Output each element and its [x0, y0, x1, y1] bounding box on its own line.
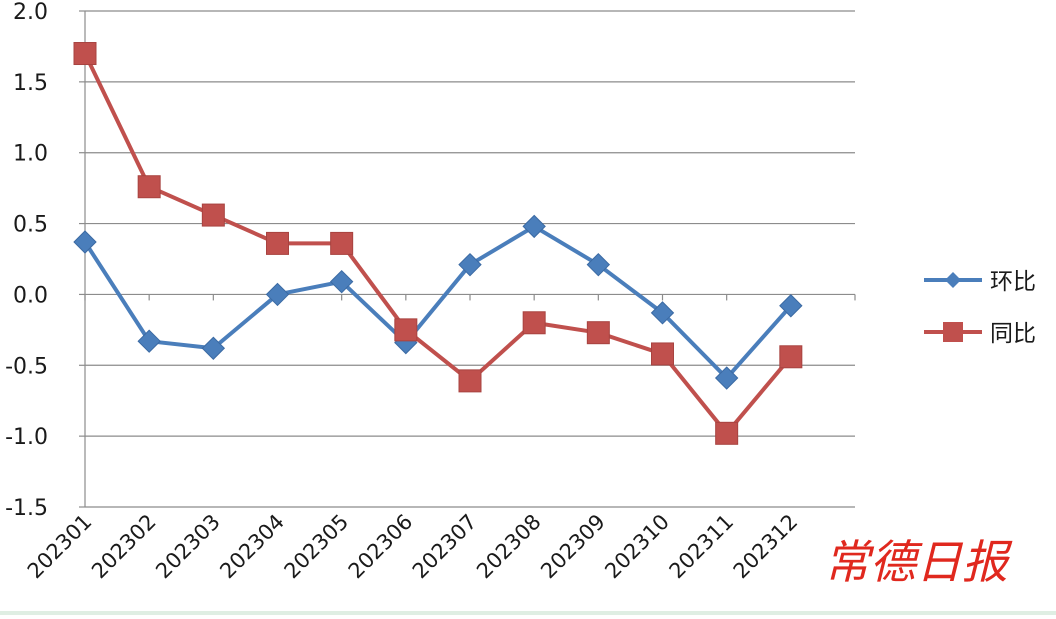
y-tick-label: 0.0 — [13, 283, 48, 308]
legend-marker — [943, 322, 963, 342]
x-tick-label: 202304 — [215, 510, 289, 584]
data-point — [780, 346, 802, 368]
data-point — [138, 176, 160, 198]
series-layer — [74, 43, 802, 445]
y-tick-label: 0.5 — [13, 213, 48, 238]
series-2 — [74, 43, 802, 445]
y-tick-label: -0.5 — [5, 354, 48, 379]
data-point — [716, 422, 738, 444]
y-tick-label: 1.0 — [13, 142, 48, 167]
x-tick-label: 202309 — [536, 510, 610, 584]
legend-marker — [945, 272, 961, 288]
y-tick-label: 2.0 — [13, 0, 48, 25]
legend-label: 环比 — [990, 269, 1036, 295]
legend-item: 同比 — [924, 321, 1036, 347]
x-tick-label: 202312 — [729, 510, 803, 584]
bottom-strip — [0, 611, 1056, 615]
x-tick-label: 202306 — [344, 510, 418, 584]
watermark-logo: 常德日报 — [824, 535, 1013, 589]
data-point — [523, 312, 545, 334]
data-point — [652, 343, 674, 365]
data-point — [587, 322, 609, 344]
y-tick-label: 1.5 — [13, 71, 48, 96]
legend-item: 环比 — [924, 269, 1036, 295]
data-point — [138, 330, 160, 352]
data-point — [74, 231, 96, 253]
x-tick-label: 202307 — [408, 510, 482, 584]
data-point — [523, 215, 545, 237]
series-line — [85, 54, 791, 434]
y-tick-label: -1.5 — [5, 496, 48, 521]
data-point — [74, 43, 96, 65]
data-point — [331, 232, 353, 254]
data-point — [459, 370, 481, 392]
data-point — [395, 319, 417, 341]
y-tick-label: -1.0 — [5, 425, 48, 450]
x-tick-label: 202311 — [665, 510, 739, 584]
legend-label: 同比 — [990, 321, 1036, 347]
x-tick-label: 202302 — [87, 510, 161, 584]
data-point — [202, 204, 224, 226]
x-tick-label: 202310 — [600, 510, 674, 584]
x-tick-label: 202303 — [151, 510, 225, 584]
data-point — [267, 232, 289, 254]
x-tick-labels: 2023012023022023032023042023052023062023… — [23, 510, 802, 584]
x-tick-label: 202305 — [280, 510, 354, 584]
series-1 — [74, 215, 802, 389]
y-tick-labels: 2.0 1.5 1.0 0.5 0.0 -0.5 -1.0 -1.5 — [5, 0, 48, 521]
x-tick-label: 202308 — [472, 510, 546, 584]
